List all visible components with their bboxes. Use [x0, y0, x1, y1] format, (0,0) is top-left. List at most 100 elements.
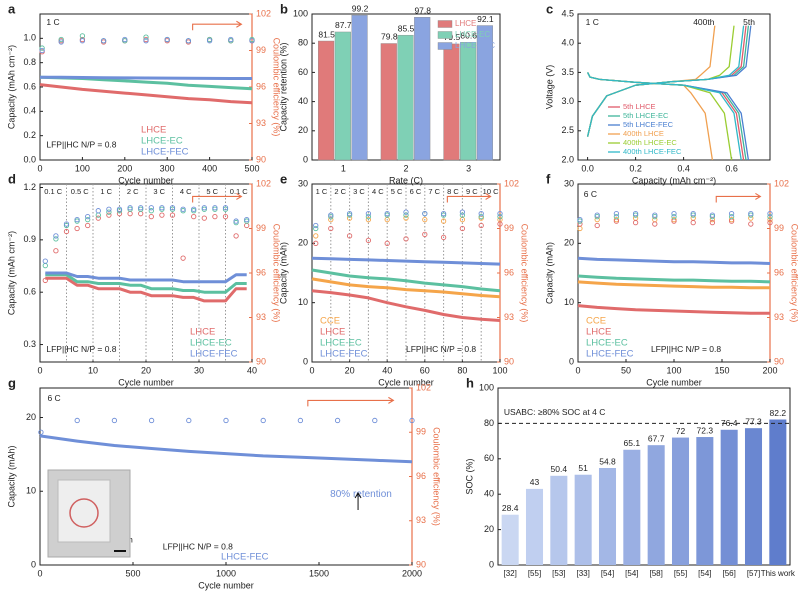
y2-tick-label: 102 [774, 178, 789, 188]
y2-tick-label: 99 [256, 223, 266, 233]
y2-tick-label: 93 [256, 312, 266, 322]
ce-marker [260, 417, 266, 424]
y-tick-label: 30 [298, 178, 308, 188]
bar [744, 428, 763, 565]
ce-marker [100, 38, 107, 44]
x-tick-label: 80 [457, 365, 467, 375]
series-line [577, 256, 771, 265]
ce-marker [201, 205, 207, 211]
bar [647, 445, 665, 565]
ce-marker [191, 213, 197, 220]
bar [334, 31, 351, 161]
legend-label: LHCE-EC [320, 338, 362, 349]
ce-marker [148, 417, 155, 424]
value-label: 79.8 [381, 32, 398, 42]
ce-marker [148, 213, 154, 220]
panel-label: g [8, 375, 16, 390]
x-tick-label: 40 [382, 365, 392, 375]
ce-marker [212, 205, 218, 211]
y-tick-label: 20 [564, 238, 574, 248]
ce-marker [85, 213, 91, 220]
y-tick-label: 2.0 [561, 154, 574, 164]
value-label: 67.7 [648, 433, 665, 443]
y-axis-label: Voltage (V) [544, 65, 554, 110]
value-label: 82.2 [770, 408, 787, 418]
y-tick-label: 10 [26, 486, 36, 496]
ce-marker [767, 216, 773, 223]
bar [574, 474, 592, 565]
bar [460, 42, 477, 161]
x-tick-label: [56] [722, 569, 735, 578]
annotation: 1 C [586, 17, 599, 27]
ce-marker [85, 216, 91, 223]
annotation: USABC: ≥80% SOC at 4 C [504, 407, 606, 417]
plot-frame [577, 13, 771, 161]
x-tick-label: 0 [309, 365, 314, 375]
legend-label: LHCE-FEC [320, 349, 368, 360]
value-label: 72 [676, 426, 686, 436]
ce-marker [143, 38, 149, 44]
value-label: 28.4 [502, 503, 519, 513]
y-tick-label: 20 [298, 125, 308, 135]
legend-label: CCE [586, 316, 606, 327]
series-line [45, 276, 247, 303]
ce-marker [233, 219, 239, 226]
ce-marker [39, 45, 45, 51]
x-tick-label: [55] [674, 569, 687, 578]
ce-marker [42, 277, 48, 284]
ce-marker [313, 240, 319, 246]
bar [318, 40, 335, 161]
legend-swatch [437, 42, 453, 50]
ce-marker [169, 212, 176, 218]
legend-label: 5th LHCE-FEC [623, 120, 674, 129]
bar [351, 14, 368, 161]
ce-marker [106, 212, 112, 218]
x-tick-label: 60 [420, 365, 430, 375]
ce-marker [728, 216, 735, 223]
y2-axis-label: Coulombic efficiency (%) [790, 224, 800, 323]
y-tick-label: 100 [293, 8, 308, 18]
ce-marker [594, 212, 600, 218]
ce-marker [38, 429, 44, 435]
legend-label: LHCE [190, 327, 215, 338]
y-axis-label: Capacity (mAh cm⁻²) [6, 45, 16, 129]
ce-marker [709, 213, 716, 220]
ce-marker [313, 225, 319, 232]
ce-marker [63, 222, 70, 229]
ce-marker [459, 212, 466, 218]
ce-marker [244, 218, 250, 224]
y2-tick-label: 99 [256, 45, 266, 55]
ce-marker [346, 212, 353, 218]
value-label: 43 [530, 477, 540, 487]
ce-marker [169, 206, 176, 212]
legend-label: LHCE-FEC [190, 349, 238, 360]
ce-marker [138, 205, 144, 211]
legend-swatch [437, 20, 453, 28]
ce-marker [365, 216, 372, 223]
ce-marker [652, 221, 658, 227]
ce-marker [79, 33, 86, 39]
y-tick-label: 80 [298, 38, 308, 48]
ce-marker [313, 222, 319, 229]
rate-label: 0.5 C [71, 187, 90, 196]
value-label: 81.5 [318, 29, 335, 39]
rate-label: 8 C [447, 187, 459, 196]
rate-label: 3 C [353, 187, 365, 196]
rate-label: 3 C [153, 187, 165, 196]
rate-label: 5 C [206, 187, 218, 196]
x-tick-label: 1000 [216, 568, 236, 578]
ce-marker [403, 209, 409, 215]
y-tick-label: 100 [479, 382, 494, 392]
y-axis-label: Capacity (mAh) [544, 242, 554, 304]
panel-label: a [8, 1, 16, 16]
direction-arrow [307, 396, 395, 407]
legend-label: LHCE-EC [455, 30, 490, 39]
x-axis-label: Rate (C) [389, 175, 423, 185]
y-tick-label: 0 [569, 356, 574, 366]
panel-label: b [280, 1, 288, 16]
panel-label: e [280, 171, 287, 186]
y2-tick-label: 90 [256, 356, 266, 366]
x-tick-label: 20 [345, 365, 355, 375]
ce-marker [191, 208, 197, 214]
